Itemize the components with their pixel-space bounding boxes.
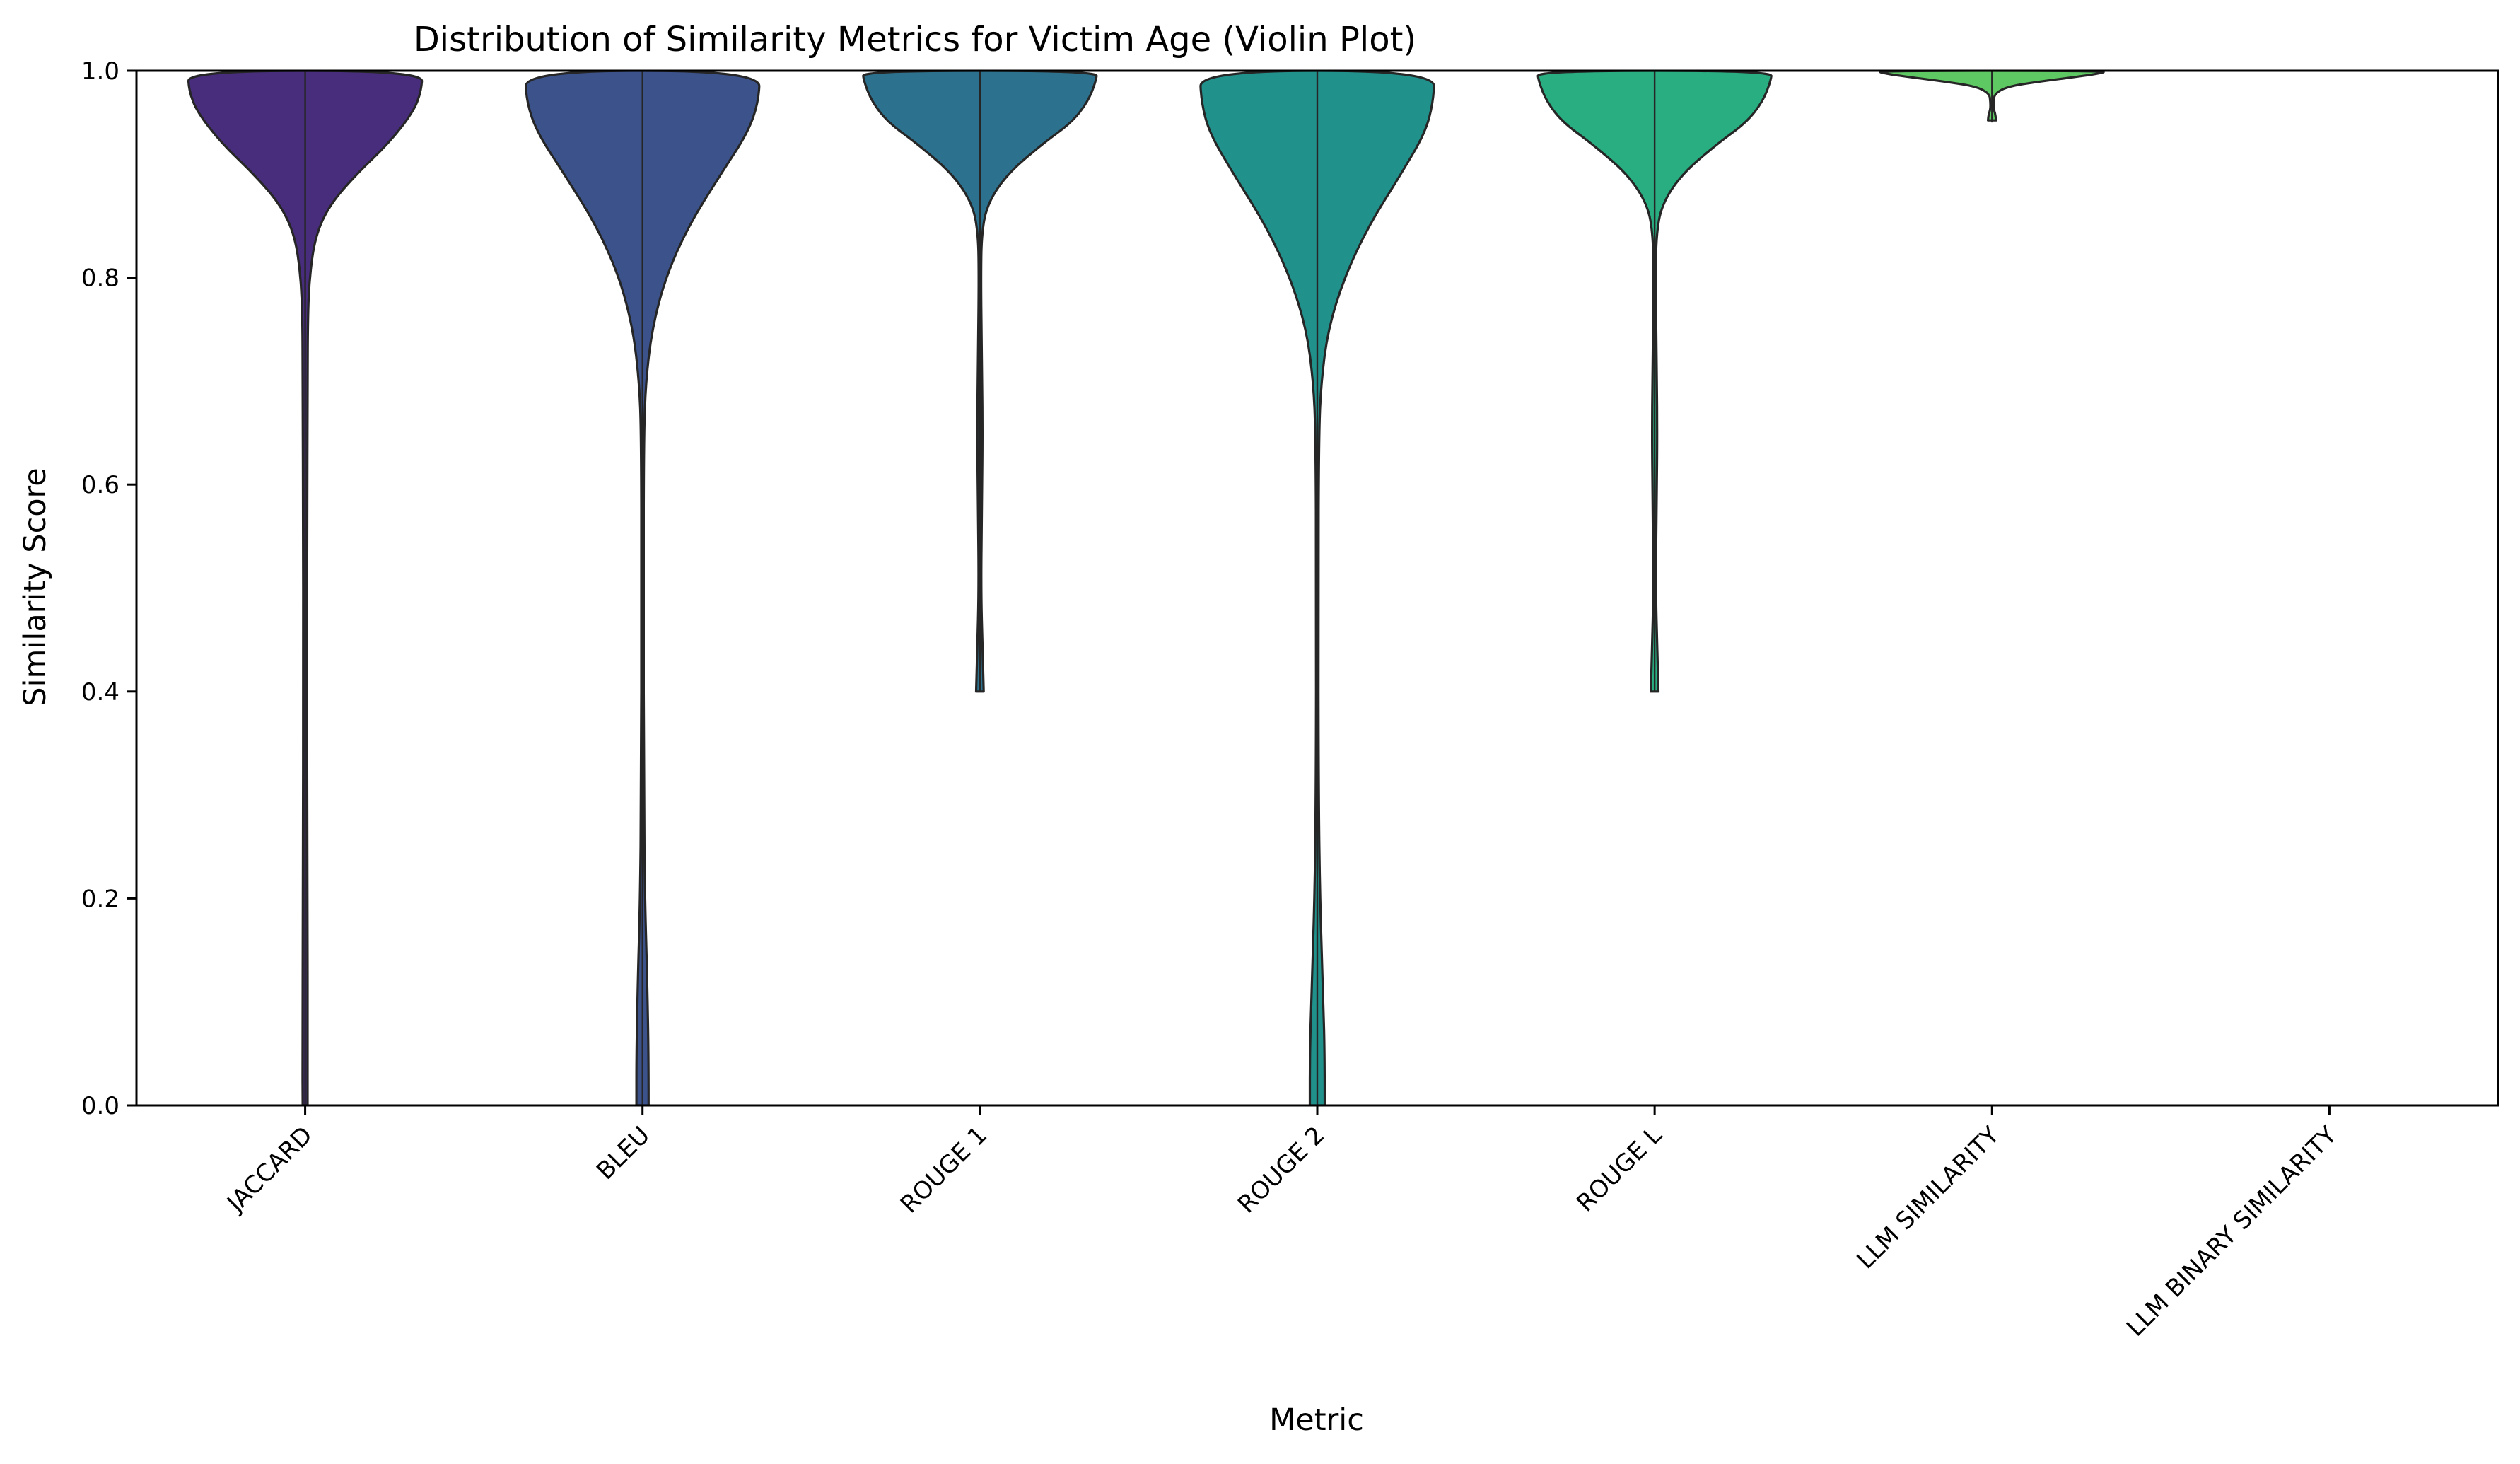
y-axis-label: Similarity Score <box>18 467 53 706</box>
y-tick-label: 0.4 <box>81 678 119 707</box>
y-tick-label: 0.2 <box>81 885 119 913</box>
x-axis-label: Metric <box>1269 1402 1364 1438</box>
violin-layer <box>187 71 2447 1105</box>
y-tick-label: 0.8 <box>81 265 119 293</box>
y-tick-label: 1.0 <box>81 57 119 86</box>
chart-title: Distribution of Similarity Metrics for V… <box>414 20 1416 59</box>
y-tick-label: 0.6 <box>81 471 119 499</box>
y-tick-label: 0.0 <box>81 1092 119 1120</box>
